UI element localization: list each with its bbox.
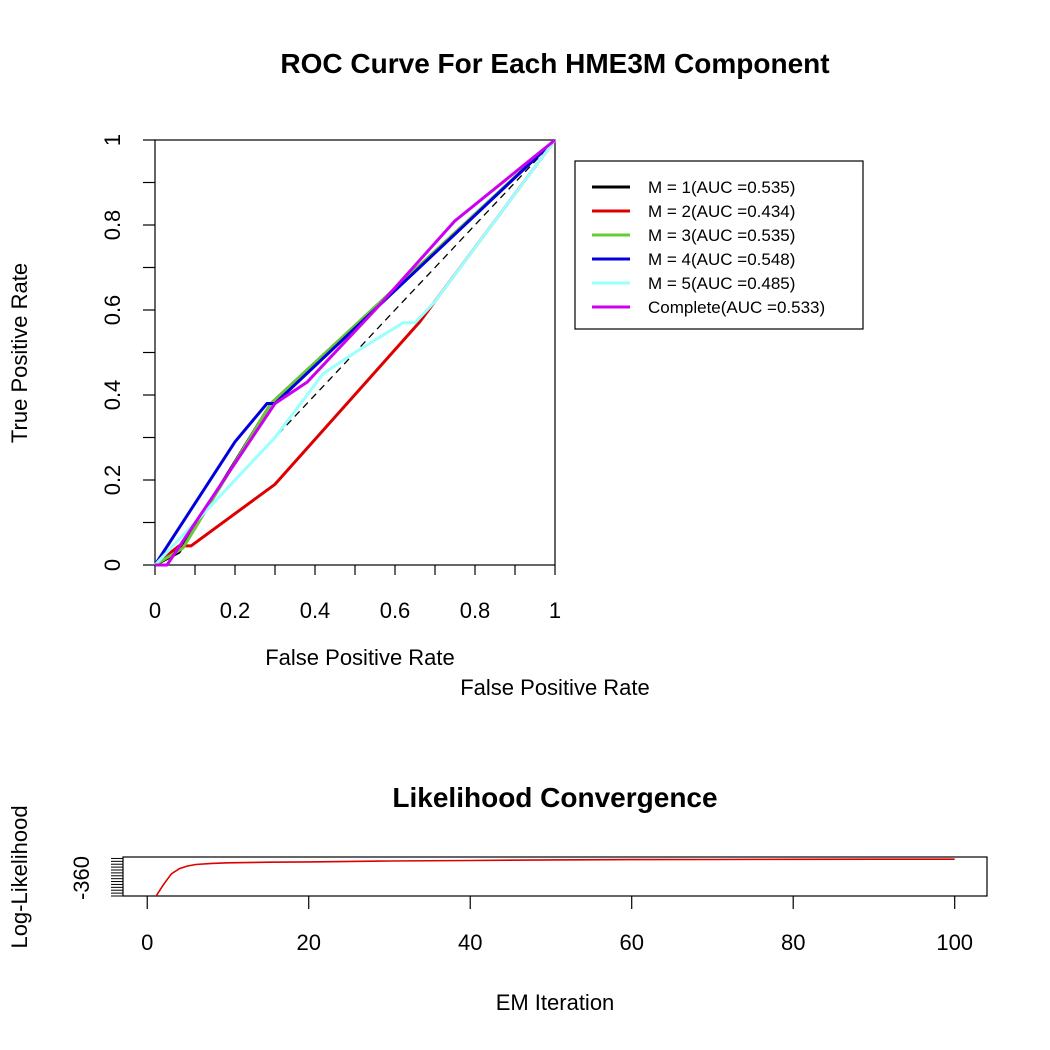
roc-y-axis-label: True Positive Rate [7, 263, 32, 443]
roc-x-axis-label-secondary: False Positive Rate [460, 675, 650, 700]
roc-legend-label: M = 2(AUC =0.434) [648, 202, 795, 221]
roc-x-tick-label: 0 [149, 598, 161, 623]
roc-legend-label: M = 5(AUC =0.485) [648, 274, 795, 293]
roc-y-axis: 0 0.2 0.4 0.6 0.8 1 [100, 134, 155, 571]
roc-legend: M = 1(AUC =0.535) M = 2(AUC =0.434) M = 3(… [574, 160, 864, 330]
likelihood-x-axis-label: EM Iteration [496, 990, 615, 1015]
likelihood-y-axis-label: Log-Likelihood [7, 805, 32, 948]
likelihood-x-tick-label: 60 [619, 930, 643, 955]
roc-legend-label: M = 1(AUC =0.535) [648, 178, 795, 197]
roc-x-tick-label: 0.4 [300, 598, 331, 623]
likelihood-title: Likelihood Convergence [392, 782, 717, 813]
likelihood-x-tick-label: 20 [296, 930, 320, 955]
likelihood-x-tick-label: 100 [936, 930, 973, 955]
likelihood-x-tick-label: 0 [141, 930, 153, 955]
roc-y-tick-label: 1 [100, 134, 125, 146]
roc-series-line-5 [153, 139, 557, 567]
likelihood-y-axis: -360 [69, 856, 123, 900]
roc-x-tick-label: 1 [549, 598, 561, 623]
roc-x-tick-label: 0.8 [460, 598, 491, 623]
roc-y-tick-label: 0.6 [100, 295, 125, 326]
roc-y-tick-label: 0.4 [100, 380, 125, 411]
roc-legend-label: M = 3(AUC =0.535) [648, 226, 795, 245]
likelihood-y-tick-label: -360 [69, 856, 94, 900]
roc-y-tick-label: 0.8 [100, 210, 125, 241]
likelihood-chart: Likelihood Convergence 0 20 40 60 80 100 -360… [7, 782, 988, 1015]
likelihood-series-line [155, 858, 955, 896]
roc-title: ROC Curve For Each HME3M Component [280, 48, 829, 79]
roc-x-axis-label: False Positive Rate [265, 645, 455, 670]
likelihood-x-axis: 0 20 40 60 80 100 [141, 896, 973, 955]
roc-chart: ROC Curve For Each HME3M Component 0 0.2 0… [7, 48, 864, 700]
roc-legend-label: Complete(AUC =0.533) [648, 298, 825, 317]
roc-y-tick-label: 0 [100, 559, 125, 571]
likelihood-x-tick-label: 40 [458, 930, 482, 955]
likelihood-series-group [155, 858, 955, 896]
likelihood-plot-frame [122, 856, 988, 897]
roc-series-group [153, 138, 557, 567]
roc-x-axis: 0 0.2 0.4 0.6 0.8 1 [149, 565, 561, 623]
roc-x-tick-label: 0.6 [380, 598, 411, 623]
roc-y-tick-label: 0.2 [100, 465, 125, 496]
roc-legend-label: M = 4(AUC =0.548) [648, 250, 795, 269]
roc-legend-box [574, 160, 864, 330]
likelihood-x-tick-label: 80 [781, 930, 805, 955]
roc-series-line-6 [155, 138, 556, 567]
roc-x-tick-label: 0.2 [220, 598, 251, 623]
